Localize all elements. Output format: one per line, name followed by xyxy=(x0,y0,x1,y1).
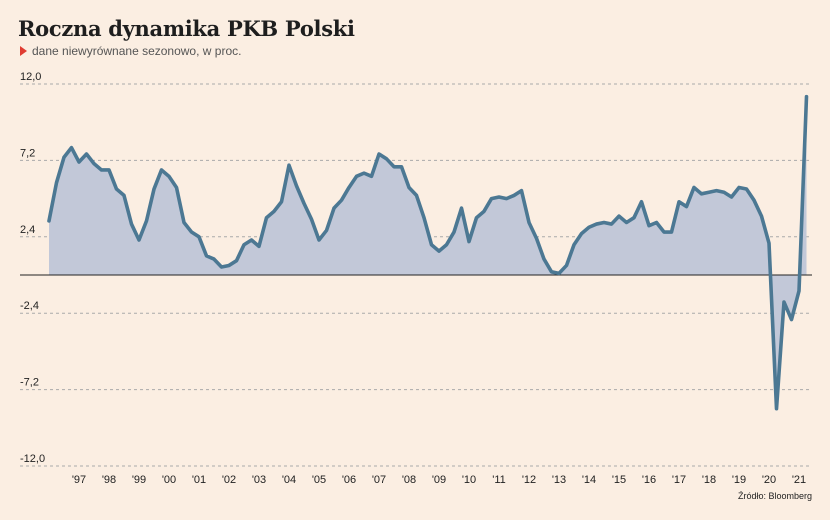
x-tick-label: '16 xyxy=(642,474,656,486)
x-tick-label: '21 xyxy=(792,474,806,486)
x-tick-label: '19 xyxy=(732,474,746,486)
x-tick-label: '07 xyxy=(372,474,386,486)
series-line xyxy=(47,94,809,411)
y-axis-ticks: 12,0 7,2 2,4 -2,4 -7,2 -12,0 xyxy=(20,71,45,465)
chart-subtitle: dane niewyrównane sezonowo, w proc. xyxy=(20,44,241,58)
data-line-layer xyxy=(47,94,809,411)
y-tick-label: 2,4 xyxy=(20,224,35,236)
x-tick-label: '98 xyxy=(102,474,116,486)
x-tick-label: '06 xyxy=(342,474,356,486)
data-area xyxy=(49,96,807,409)
x-tick-label: '20 xyxy=(762,474,776,486)
x-tick-label: '15 xyxy=(612,474,626,486)
x-tick-label: '08 xyxy=(402,474,416,486)
x-tick-label: '01 xyxy=(192,474,206,486)
x-tick-label: '14 xyxy=(582,474,596,486)
y-tick-label: -2,4 xyxy=(20,300,39,312)
area-fill xyxy=(49,96,807,409)
x-tick-label: '04 xyxy=(282,474,296,486)
x-tick-label: '11 xyxy=(492,474,506,486)
x-tick-label: '05 xyxy=(312,474,326,486)
y-tick-label: 12,0 xyxy=(20,71,41,83)
x-tick-label: '03 xyxy=(252,474,266,486)
source-note: Źródło: Bloomberg xyxy=(737,491,812,501)
chart-title: Roczna dynamika PKB Polski xyxy=(18,16,355,41)
x-tick-label: '09 xyxy=(432,474,446,486)
red-triangle-marker-icon xyxy=(20,46,27,56)
y-tick-label: 7,2 xyxy=(20,147,35,159)
x-tick-label: '18 xyxy=(702,474,716,486)
x-tick-label: '00 xyxy=(162,474,176,486)
x-tick-label: '02 xyxy=(222,474,236,486)
gridlines xyxy=(20,83,812,467)
x-tick-label: '13 xyxy=(552,474,566,486)
y-tick-label: -12,0 xyxy=(20,453,45,465)
chart-subtitle-text: dane niewyrównane sezonowo, w proc. xyxy=(32,44,242,58)
x-tick-label: '97 xyxy=(72,474,86,486)
x-axis-ticks: '97 '98 '99 '00 '01 '02 '03 '04 '05 '06 '07 '08 '09 '… xyxy=(72,474,806,486)
x-tick-label: '17 xyxy=(672,474,686,486)
x-tick-label: '99 xyxy=(132,474,146,486)
x-tick-label: '10 xyxy=(462,474,476,486)
y-tick-label: -7,2 xyxy=(20,377,39,389)
x-tick-label: '12 xyxy=(522,474,536,486)
